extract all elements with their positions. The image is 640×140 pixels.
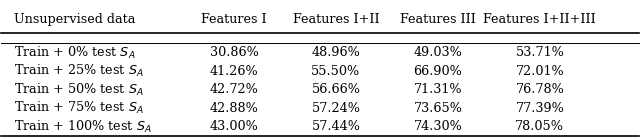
- Text: 57.24%: 57.24%: [312, 102, 360, 115]
- Text: 55.50%: 55.50%: [311, 65, 360, 78]
- Text: 57.44%: 57.44%: [312, 120, 360, 133]
- Text: Train + 75% test $S_A$: Train + 75% test $S_A$: [14, 100, 144, 116]
- Text: Train + 25% test $S_A$: Train + 25% test $S_A$: [14, 63, 144, 79]
- Text: 76.78%: 76.78%: [515, 83, 564, 96]
- Text: Features I+II+III: Features I+II+III: [483, 13, 596, 26]
- Text: 77.39%: 77.39%: [515, 102, 564, 115]
- Text: Train + 100% test $S_A$: Train + 100% test $S_A$: [14, 119, 152, 135]
- Text: 41.26%: 41.26%: [209, 65, 259, 78]
- Text: 42.88%: 42.88%: [209, 102, 259, 115]
- Text: 30.86%: 30.86%: [209, 46, 259, 59]
- Text: 74.30%: 74.30%: [413, 120, 462, 133]
- Text: 73.65%: 73.65%: [413, 102, 462, 115]
- Text: 66.90%: 66.90%: [413, 65, 462, 78]
- Text: Features I: Features I: [201, 13, 267, 26]
- Text: 56.66%: 56.66%: [312, 83, 360, 96]
- Text: Unsupervised data: Unsupervised data: [14, 13, 136, 26]
- Text: 72.01%: 72.01%: [515, 65, 564, 78]
- Text: 48.96%: 48.96%: [312, 46, 360, 59]
- Text: Train + 50% test $S_A$: Train + 50% test $S_A$: [14, 82, 144, 98]
- Text: 71.31%: 71.31%: [413, 83, 462, 96]
- Text: Train + 0% test $S_A$: Train + 0% test $S_A$: [14, 45, 136, 61]
- Text: Features I+II: Features I+II: [292, 13, 380, 26]
- Text: 43.00%: 43.00%: [209, 120, 259, 133]
- Text: 42.72%: 42.72%: [209, 83, 259, 96]
- Text: 53.71%: 53.71%: [515, 46, 564, 59]
- Text: 49.03%: 49.03%: [413, 46, 462, 59]
- Text: 78.05%: 78.05%: [515, 120, 564, 133]
- Text: Features III: Features III: [400, 13, 476, 26]
